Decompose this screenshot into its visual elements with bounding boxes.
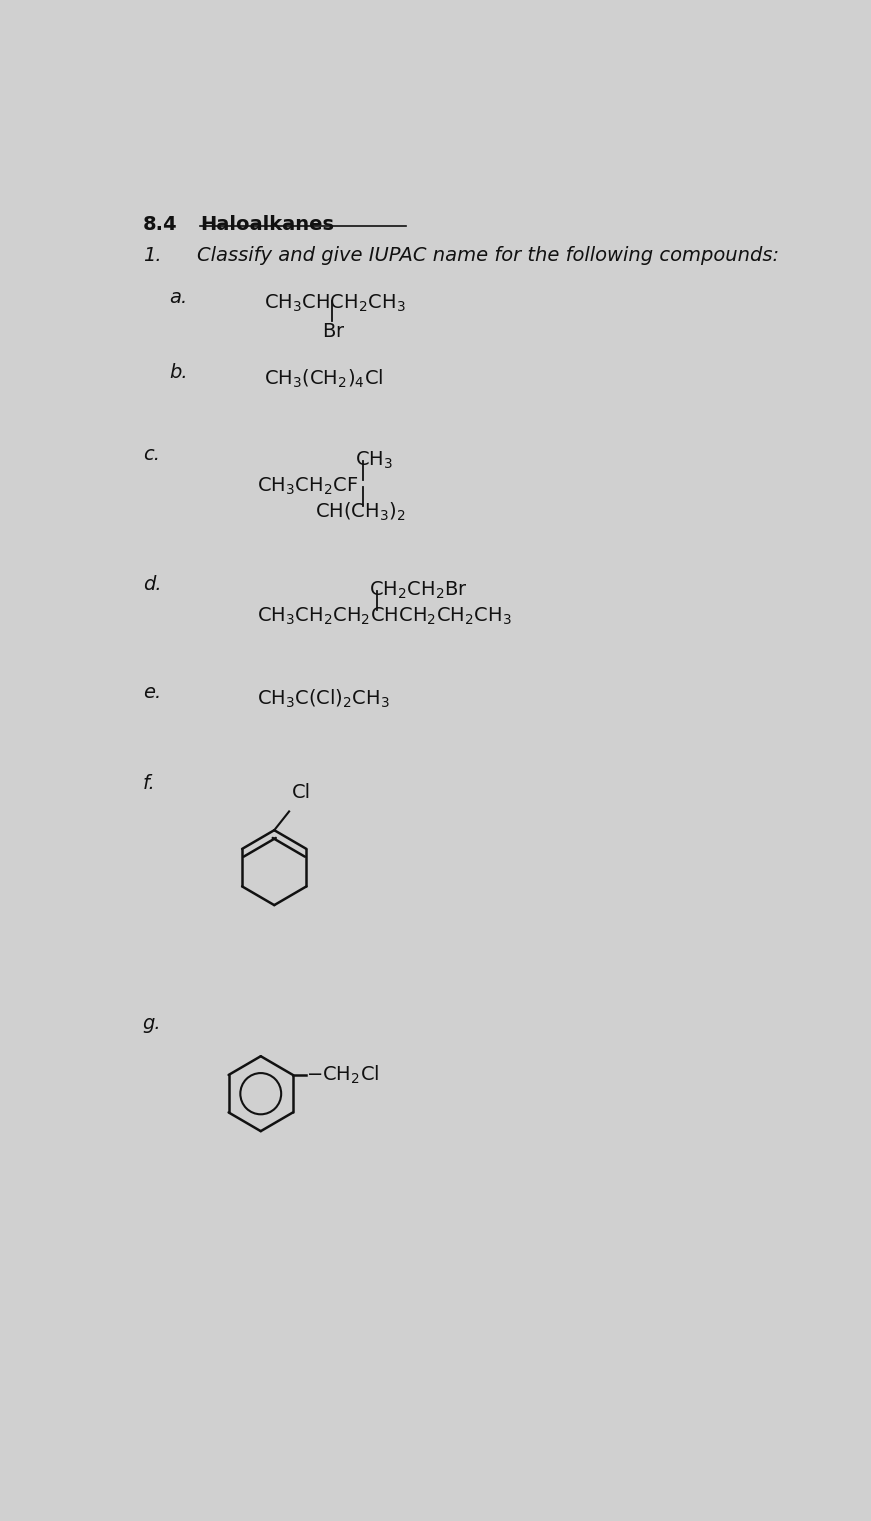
Text: $\mathsf{Br}$: $\mathsf{Br}$ xyxy=(321,322,345,341)
Text: $\mathsf{CH_3CH_2CH_2CHCH_2CH_2CH_3}$: $\mathsf{CH_3CH_2CH_2CHCH_2CH_2CH_3}$ xyxy=(258,605,512,627)
Text: $\mathsf{CH_3}$: $\mathsf{CH_3}$ xyxy=(355,450,394,472)
Text: $\mathsf{CH_2CH_2Br}$: $\mathsf{CH_2CH_2Br}$ xyxy=(368,580,468,601)
Text: $\mathsf{CH_3(CH_2)_4Cl}$: $\mathsf{CH_3(CH_2)_4Cl}$ xyxy=(264,368,383,389)
Text: a.: a. xyxy=(170,287,188,307)
Text: Classify and give IUPAC name for the following compounds:: Classify and give IUPAC name for the fol… xyxy=(197,246,779,265)
Text: Cl: Cl xyxy=(292,783,311,802)
Text: b.: b. xyxy=(170,364,188,382)
Text: $\mathsf{CH(CH_3)_2}$: $\mathsf{CH(CH_3)_2}$ xyxy=(314,500,405,523)
Text: $\mathsf{CH_3C(Cl)_2CH_3}$: $\mathsf{CH_3C(Cl)_2CH_3}$ xyxy=(258,687,390,710)
Text: 8.4: 8.4 xyxy=(143,216,178,234)
Text: 1.: 1. xyxy=(143,246,161,265)
Text: c.: c. xyxy=(143,444,159,464)
Text: $\mathsf{CH_3CH_2CF}$: $\mathsf{CH_3CH_2CF}$ xyxy=(258,475,359,497)
Text: $\mathsf{-CH_2Cl}$: $\mathsf{-CH_2Cl}$ xyxy=(307,1063,380,1086)
Text: f.: f. xyxy=(143,774,155,792)
Text: d.: d. xyxy=(143,575,161,593)
Text: Haloalkanes: Haloalkanes xyxy=(200,216,334,234)
Text: g.: g. xyxy=(143,1015,161,1033)
Text: $\mathsf{CH_3CHCH_2CH_3}$: $\mathsf{CH_3CHCH_2CH_3}$ xyxy=(264,292,406,313)
Text: e.: e. xyxy=(143,683,161,701)
